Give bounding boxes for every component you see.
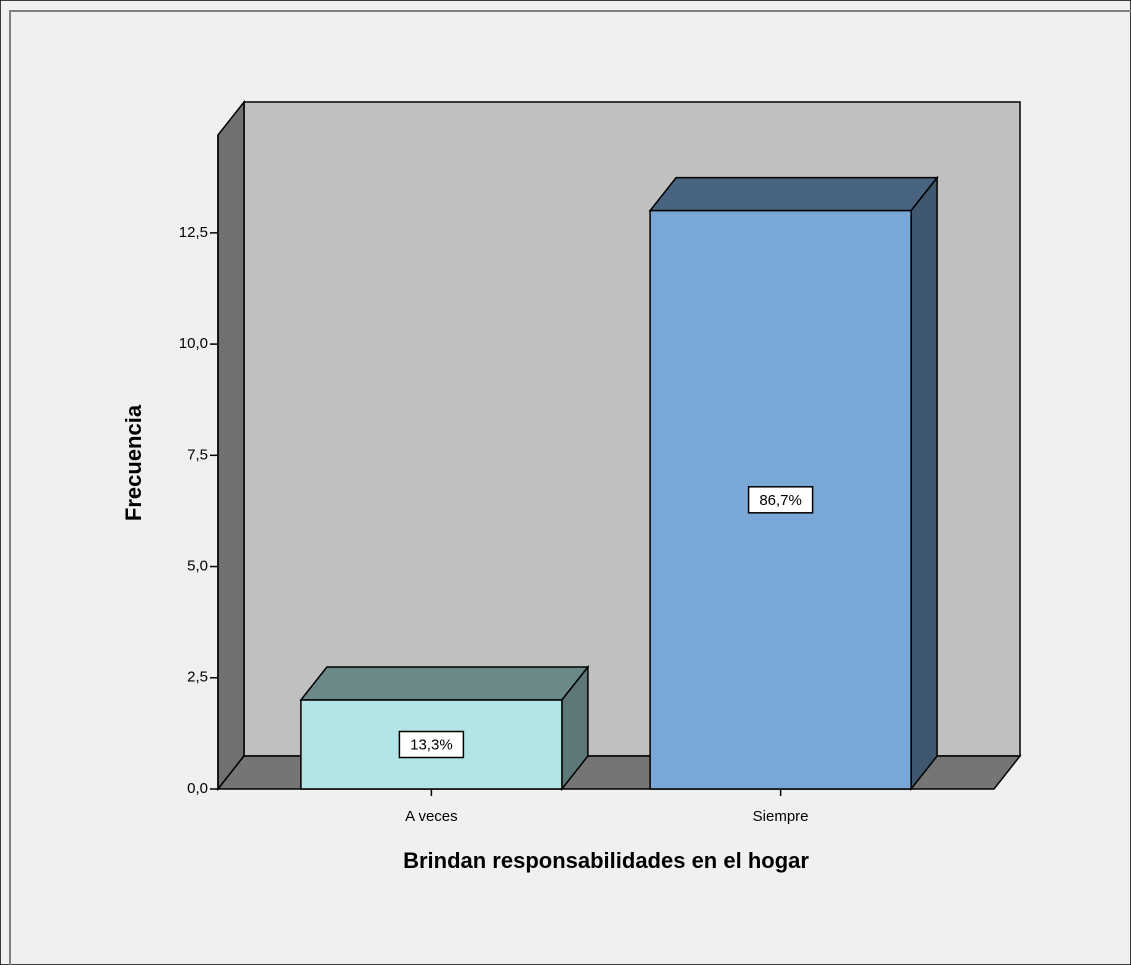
x-axis-title: Brindan responsabilidades en el hogar — [403, 848, 809, 873]
y-tick-label: 2,5 — [187, 669, 208, 686]
y-tick-label: 0,0 — [187, 780, 208, 797]
value-label: 86,7% — [759, 492, 802, 509]
value-label-box — [747, 486, 814, 514]
bar-side — [910, 175, 938, 792]
y-tick-label: 7,5 — [187, 446, 208, 463]
value-label: 13,3% — [410, 736, 453, 753]
x-tick-label: Siempre — [753, 808, 809, 825]
value-label-box — [398, 730, 465, 759]
bar-top — [299, 666, 590, 701]
y-tick-label: 12,5 — [179, 224, 208, 241]
x-tick-label: A veces — [405, 808, 458, 825]
bar-top — [648, 176, 939, 212]
left-wall — [217, 99, 245, 792]
plot-area: 0,0 2,5 5,0 7,5 10,0 12,5 13,3% A veces 86,7% Sie… — [179, 99, 1022, 825]
y-tick-label: 10,0 — [179, 335, 208, 352]
y-tick-label: 5,0 — [187, 558, 208, 575]
y-axis-title: Frecuencia — [121, 404, 146, 521]
frame — [9, 10, 1131, 965]
